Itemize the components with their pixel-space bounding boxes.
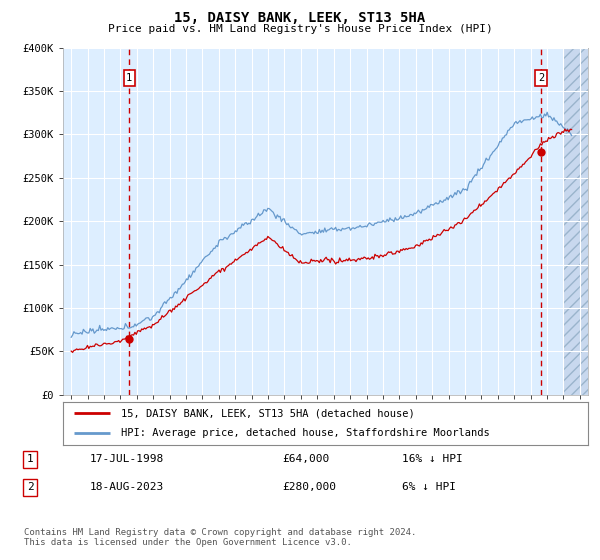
Text: £280,000: £280,000 xyxy=(282,482,336,492)
Text: 15, DAISY BANK, LEEK, ST13 5HA (detached house): 15, DAISY BANK, LEEK, ST13 5HA (detached… xyxy=(121,408,415,418)
Bar xyxy=(563,48,588,395)
Text: 1: 1 xyxy=(126,73,133,83)
Text: 18-AUG-2023: 18-AUG-2023 xyxy=(90,482,164,492)
Text: Price paid vs. HM Land Registry's House Price Index (HPI): Price paid vs. HM Land Registry's House … xyxy=(107,24,493,34)
Text: 16% ↓ HPI: 16% ↓ HPI xyxy=(402,454,463,464)
Text: HPI: Average price, detached house, Staffordshire Moorlands: HPI: Average price, detached house, Staf… xyxy=(121,428,490,438)
Bar xyxy=(563,48,588,395)
Text: 2: 2 xyxy=(538,73,544,83)
Text: 1: 1 xyxy=(26,454,34,464)
Text: Contains HM Land Registry data © Crown copyright and database right 2024.
This d: Contains HM Land Registry data © Crown c… xyxy=(24,528,416,547)
Text: 17-JUL-1998: 17-JUL-1998 xyxy=(90,454,164,464)
Text: 6% ↓ HPI: 6% ↓ HPI xyxy=(402,482,456,492)
Text: £64,000: £64,000 xyxy=(282,454,329,464)
Text: 15, DAISY BANK, LEEK, ST13 5HA: 15, DAISY BANK, LEEK, ST13 5HA xyxy=(175,11,425,25)
Text: 2: 2 xyxy=(26,482,34,492)
